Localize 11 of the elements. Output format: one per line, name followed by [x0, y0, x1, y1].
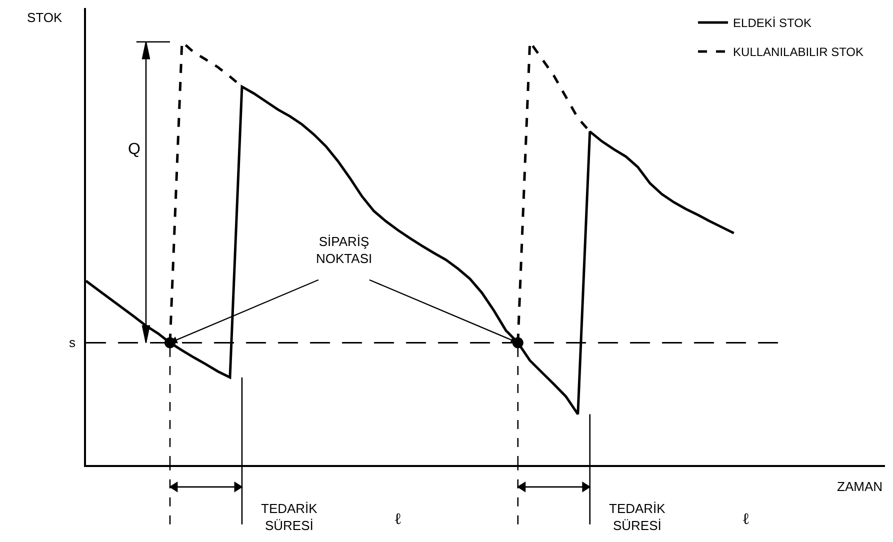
x-axis-title: ZAMAN — [837, 479, 882, 494]
text: TEDARİK SÜRESİ — [609, 501, 666, 533]
text: ℓ — [742, 509, 750, 528]
legend-label: KULLANILABILIR STOK — [733, 45, 864, 60]
text: ℓ — [394, 509, 402, 528]
legend-label: ELDEKİ STOK — [733, 16, 812, 30]
annotation: SİPARİŞ NOKTASI — [316, 234, 372, 266]
text: TEDARİK SÜRESİ — [261, 501, 318, 533]
y-axis-title: STOK — [27, 10, 62, 25]
ref-line-label: s — [69, 335, 76, 350]
annotation: Q — [128, 141, 140, 158]
